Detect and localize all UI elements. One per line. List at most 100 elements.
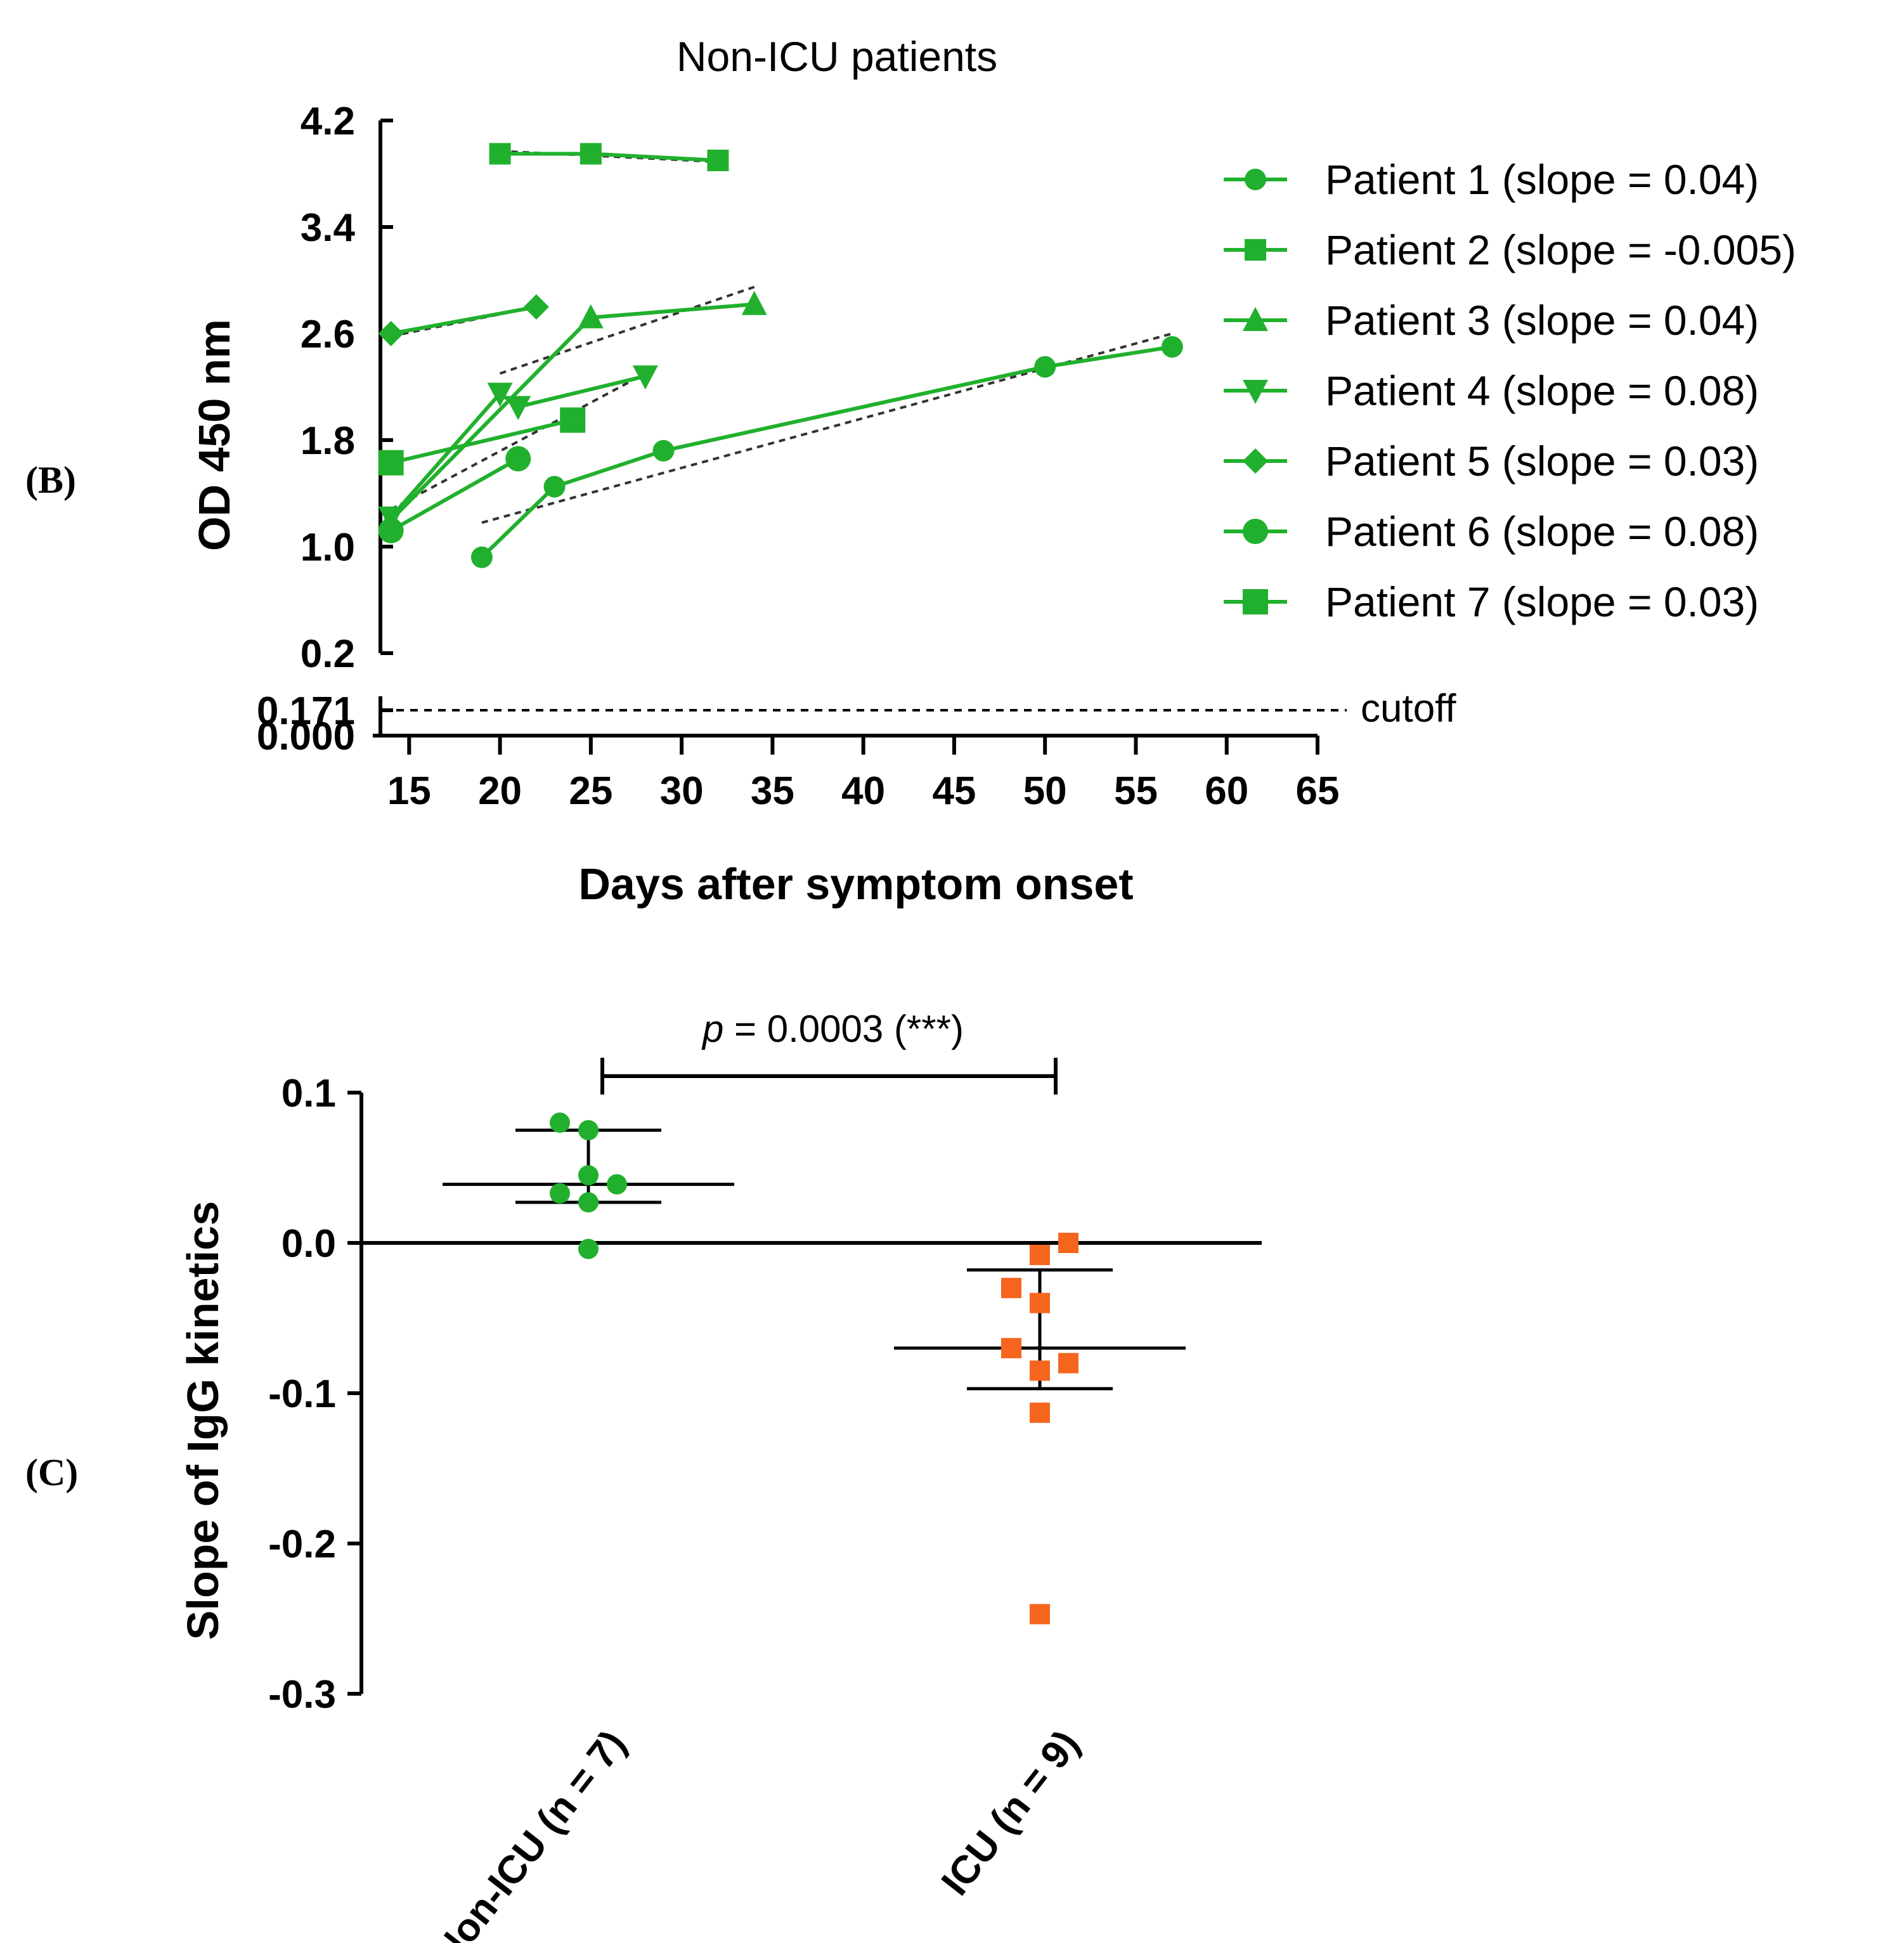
series-line-patient-1: [480, 345, 1173, 559]
data-point: [550, 1112, 570, 1133]
data-point: [489, 143, 511, 165]
chart-b-y-tick-label: 4.2: [301, 100, 355, 143]
significance-bracket: [600, 1058, 1058, 1095]
series-line-patient-6: [390, 457, 519, 533]
data-point: [378, 450, 404, 476]
chart-c-y-tick-label: 0.1: [282, 1072, 336, 1115]
chart-c-y-tick-label: 0.0: [282, 1222, 336, 1266]
chart-c-groups: [443, 1112, 1186, 1625]
series-patient-6: [378, 446, 531, 543]
chart-b-xlabel: Days after symptom onset: [578, 859, 1133, 909]
legend-marker: [1245, 169, 1266, 190]
data-point: [578, 1120, 599, 1141]
chart-b-x-tick-label: 20: [478, 769, 522, 813]
legend-item-patient-7: Patient 7 (slope = 0.03): [1224, 578, 1759, 625]
data-point: [1058, 1353, 1078, 1374]
data-point: [470, 546, 493, 568]
chart-b-y-tick-label: 3.4: [301, 206, 356, 250]
series-line-patient-2: [500, 152, 718, 162]
legend-item-patient-5: Patient 5 (slope = 0.03): [1224, 438, 1759, 484]
legend-label: Patient 2 (slope = -0.005): [1325, 226, 1796, 273]
data-point: [550, 1183, 570, 1204]
data-point: [1034, 356, 1056, 378]
chart-b-x-tick-label: 15: [387, 769, 431, 813]
chart-b-y-tick-label: 0.000: [257, 715, 355, 758]
series-patient-1: [470, 336, 1183, 568]
data-point: [652, 439, 675, 462]
data-point: [523, 294, 549, 320]
chart-b-ylabel: OD 450 nm: [190, 319, 239, 551]
category-label-non-icu: Non-ICU (n = 7): [425, 1722, 635, 1943]
series-patient-5: [378, 294, 549, 346]
series-patient-7: [378, 407, 586, 476]
chart-b-y-tick-label: 2.6: [301, 313, 355, 356]
data-point: [607, 1174, 627, 1195]
chart-b-x-tick-label: 60: [1205, 769, 1248, 813]
chart-b-y-tick-label: 1.0: [301, 526, 355, 569]
data-point: [1001, 1337, 1021, 1358]
scatter-chart-slopes: 0.1 0.0 -0.1 -0.2 -0.3 p = 0.0003 (***) Slop…: [178, 1008, 1262, 1943]
series-patient-4: [378, 365, 658, 531]
series-patient-2: [489, 143, 729, 171]
legend-marker: [1243, 589, 1268, 614]
chart-c-axes: 0.1 0.0 -0.1 -0.2 -0.3: [268, 1072, 1262, 1717]
data-point: [1030, 1604, 1050, 1625]
chart-b-x-tick-label: 45: [932, 769, 976, 813]
legend-item-patient-1: Patient 1 (slope = 0.04): [1224, 156, 1759, 203]
legend-label: Patient 3 (slope = 0.04): [1325, 297, 1759, 344]
data-point: [1001, 1278, 1021, 1299]
data-point: [578, 1192, 599, 1213]
data-point: [707, 150, 729, 171]
legend-label: Patient 5 (slope = 0.03): [1325, 438, 1759, 484]
series-line-patient-7: [390, 418, 573, 465]
chart-b-series: [378, 143, 1183, 568]
data-point: [378, 321, 404, 346]
chart-b-x-tick-label: 25: [569, 769, 612, 813]
legend-marker: [1243, 380, 1268, 404]
group-non-icu: [443, 1112, 734, 1259]
chart-b-y-tick-label: 0.171: [257, 689, 355, 733]
p-value-annotation: p = 0.0003 (***): [701, 1008, 964, 1050]
legend-label: Patient 7 (slope = 0.03): [1325, 578, 1759, 625]
chart-b-x-tick-label: 55: [1114, 769, 1158, 813]
legend-marker: [1243, 448, 1268, 474]
data-point: [578, 304, 604, 328]
data-point: [505, 446, 531, 472]
data-point: [487, 382, 513, 407]
data-point: [1030, 1292, 1050, 1313]
data-point: [1030, 1244, 1050, 1265]
legend-item-patient-3: Patient 3 (slope = 0.04): [1224, 297, 1759, 344]
data-point: [1058, 1233, 1078, 1253]
chart-b-y-tick-label: 0.2: [301, 632, 355, 676]
cutoff-label: cutoff: [1361, 687, 1456, 731]
chart-b-legend: Patient 1 (slope = 0.04) Patient 2 (slope…: [1224, 156, 1796, 625]
legend-item-patient-4: Patient 4 (slope = 0.08): [1224, 367, 1759, 414]
chart-b-x-tick-label: 65: [1296, 769, 1340, 813]
legend-item-patient-2: Patient 2 (slope = -0.005): [1224, 226, 1796, 273]
data-point: [1161, 336, 1183, 358]
chart-b-y-tick-label: 1.8: [301, 419, 355, 463]
chart-c-y-tick-label: -0.3: [268, 1673, 336, 1717]
data-point: [578, 1165, 599, 1186]
data-point: [543, 476, 566, 498]
chart-b-title: Non-ICU patients: [677, 33, 997, 80]
chart-b-x-tick-label: 35: [751, 769, 794, 813]
legend-marker: [1243, 307, 1268, 331]
data-point: [578, 1238, 599, 1259]
chart-b-x-tick-label: 40: [841, 769, 885, 813]
panel-label-b: (B): [25, 459, 76, 501]
category-label-icu: ICU (n = 9): [933, 1722, 1088, 1903]
trendline-patient-4: [390, 372, 646, 510]
data-point: [560, 407, 586, 433]
legend-label: Patient 1 (slope = 0.04): [1325, 156, 1759, 203]
data-point: [632, 365, 658, 390]
data-point: [741, 290, 767, 315]
chart-c-y-tick-label: -0.2: [268, 1523, 336, 1566]
chart-b-x-tick-label: 50: [1023, 769, 1067, 813]
chart-c-ylabel: Slope of IgG kinetics: [178, 1201, 228, 1640]
group-icu: [894, 1233, 1186, 1625]
chart-c-y-tick-label: -0.1: [268, 1372, 336, 1416]
chart-b-trendlines: [390, 150, 1173, 532]
